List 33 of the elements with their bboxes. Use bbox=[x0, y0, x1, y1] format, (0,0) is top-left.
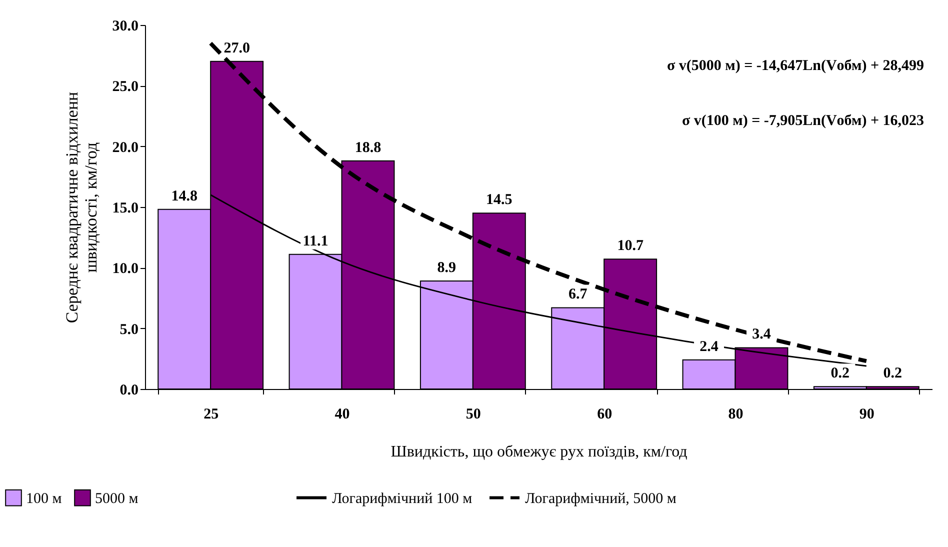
data-label: 0.2 bbox=[830, 366, 850, 382]
x-tick-label: 50 bbox=[466, 406, 481, 422]
x-tick-label: 60 bbox=[597, 406, 612, 422]
x-tick-label: 90 bbox=[859, 406, 874, 422]
legend-label: 5000 м bbox=[95, 490, 139, 507]
legend-label: Логарифмічний 100 м bbox=[332, 490, 473, 507]
x-tick-label: 40 bbox=[334, 406, 350, 422]
annotation: σ v(100 м) = -7,905Ln(Vобм) + 16,023 bbox=[682, 113, 924, 129]
x-tick-label: 25 bbox=[204, 406, 219, 422]
legend-label: Логарифмічний, 5000 м bbox=[525, 490, 677, 507]
y-tick-label: 30.0 bbox=[112, 18, 138, 34]
x-tick-label: 80 bbox=[728, 406, 744, 422]
y-tick-label: 10.0 bbox=[112, 261, 138, 278]
y-tick-label: 15.0 bbox=[112, 200, 138, 216]
y-tick-label: 5.0 bbox=[120, 322, 138, 338]
legend-label: 100 м bbox=[26, 490, 62, 507]
data-label: 11.1 bbox=[302, 233, 328, 250]
y-tick-label: 25.0 bbox=[112, 79, 138, 96]
data-label: 14.8 bbox=[171, 188, 198, 204]
data-label: 10.7 bbox=[617, 238, 644, 254]
data-label: 6.7 bbox=[568, 286, 588, 303]
data-label: 14.5 bbox=[486, 192, 512, 208]
data-label: 27.0 bbox=[224, 40, 250, 56]
y-tick-label: 20.0 bbox=[112, 140, 138, 156]
data-label: 8.9 bbox=[437, 260, 456, 276]
annotation: σ v(5000 м) = -14,647Ln(Vобм) + 28,499 bbox=[666, 58, 924, 74]
data-label: 2.4 bbox=[700, 338, 719, 355]
y-axis-title: Середнє квадратичне відхиленн швидкості, км/год bbox=[62, 92, 100, 324]
data-label: 3.4 bbox=[752, 326, 772, 343]
data-label: 0.2 bbox=[883, 366, 902, 382]
x-axis-title: Швидкість, що обмежує рух поїздів, км/год bbox=[390, 444, 688, 460]
y-tick-label: 0.0 bbox=[120, 382, 138, 398]
data-label: 18.8 bbox=[354, 140, 382, 156]
